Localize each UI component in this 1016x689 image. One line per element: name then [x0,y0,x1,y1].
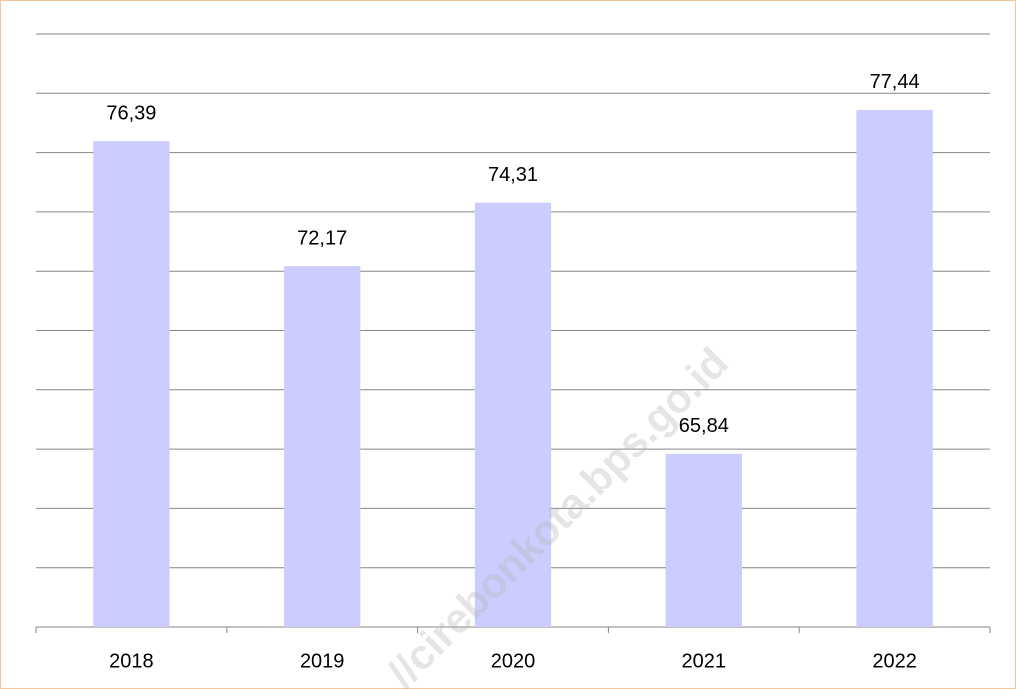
bar [284,266,361,627]
bar [93,141,170,627]
bar [474,202,552,627]
data-label: 76,39 [106,102,156,124]
bar [856,109,933,628]
bar [665,453,742,627]
x-tick-label: 2021 [682,650,727,672]
data-label: 77,44 [870,71,920,93]
data-label: 74,31 [488,164,538,186]
x-tick-label: 2018 [109,650,154,672]
x-tick-label: 2020 [491,650,536,672]
data-label: 72,17 [297,227,347,249]
data-label: 65,84 [679,415,729,437]
x-tick-label: 2022 [872,650,917,672]
x-tick-label: 2019 [300,650,345,672]
